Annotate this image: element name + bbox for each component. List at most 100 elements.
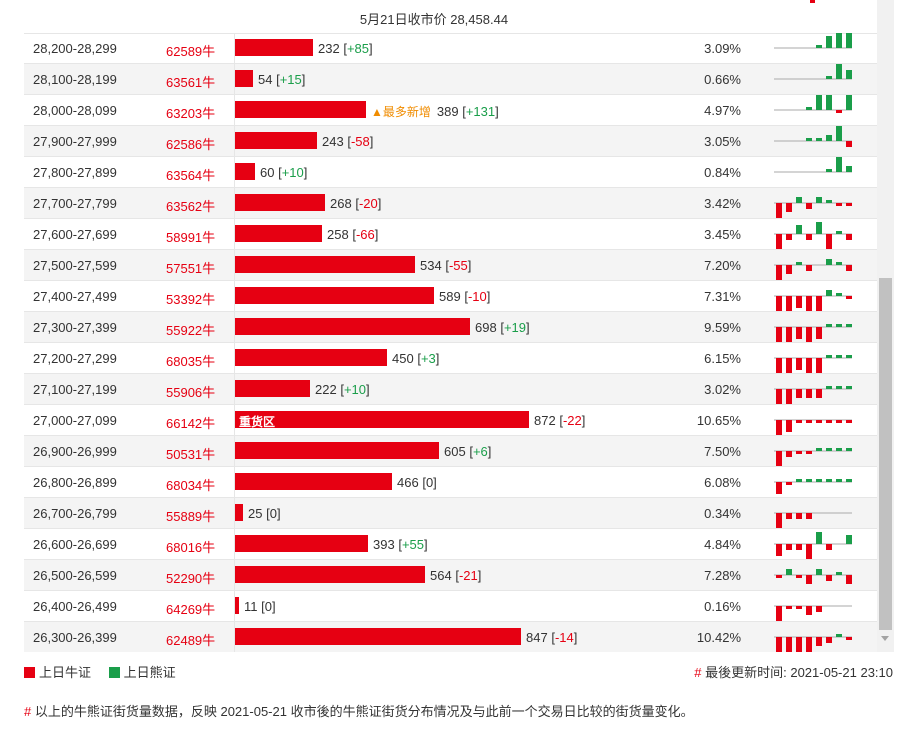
cbbc-count-link[interactable]: 57551牛 <box>166 261 216 276</box>
sparkline-bar <box>796 296 802 308</box>
daily-change: +3 <box>420 351 436 366</box>
cbbc-count-link[interactable]: 62589牛 <box>166 44 216 59</box>
sparkline-bar <box>836 293 842 296</box>
sparkline-bar <box>776 296 782 311</box>
sparkline-bar <box>806 420 812 423</box>
outstanding-value: 54 [+15] <box>258 72 306 87</box>
cbbc-count-link[interactable]: 55906牛 <box>166 385 216 400</box>
cbbc-count-link[interactable]: 53392牛 <box>166 292 216 307</box>
percentage: 3.42% <box>704 196 741 211</box>
table-row: 27,100-27,199 55906牛 222 [+10] 3.02% <box>24 374 877 405</box>
price-range: 26,900-26,999 <box>33 444 117 459</box>
price-range: 26,700-26,799 <box>33 506 117 521</box>
table-row: 26,400-26,499 64269牛 11 [0] 0.16% <box>24 591 877 622</box>
table-row: 26,500-26,599 52290牛 564 [-21] 7.28% <box>24 560 877 591</box>
price-range: 27,900-27,999 <box>33 134 117 149</box>
cbbc-count-link[interactable]: 64269牛 <box>166 602 216 617</box>
sparkline-bar <box>826 169 832 172</box>
cbbc-count-link[interactable]: 55889牛 <box>166 509 216 524</box>
daily-change: +10 <box>343 382 366 397</box>
outstanding-number: 25 <box>248 506 263 521</box>
cbbc-count-link[interactable]: 58991牛 <box>166 230 216 245</box>
bar-axis-line <box>234 498 235 529</box>
sparkline-bar <box>846 265 852 271</box>
percentage: 10.65% <box>696 413 741 428</box>
trend-sparkline <box>774 157 852 173</box>
cbbc-count-link[interactable]: 63564牛 <box>166 168 216 183</box>
bar-axis-line <box>234 405 235 436</box>
bar-axis-line <box>234 95 235 126</box>
sparkline-bar <box>836 572 842 575</box>
sparkline-bar <box>776 606 782 621</box>
daily-change: -14 <box>554 630 574 645</box>
sparkline-bar <box>846 203 852 206</box>
percentage: 4.97% <box>704 103 741 118</box>
sparkline-bar <box>786 637 792 652</box>
outstanding-value: 698 [+19] <box>475 320 530 335</box>
outstanding-bar <box>235 101 366 118</box>
outstanding-number: 605 <box>444 444 466 459</box>
scrollbar[interactable] <box>877 0 894 652</box>
cbbc-count-link[interactable]: 62489牛 <box>166 633 216 648</box>
sparkline-bar <box>846 355 852 358</box>
outstanding-number: 393 <box>373 537 395 552</box>
outstanding-bar <box>235 535 368 552</box>
percentage: 9.59% <box>704 320 741 335</box>
percentage: 0.16% <box>704 599 741 614</box>
cbbc-count-link[interactable]: 68034牛 <box>166 478 216 493</box>
price-range: 26,300-26,399 <box>33 630 117 645</box>
daily-change: +6 <box>472 444 488 459</box>
sparkline-bar <box>836 157 842 172</box>
sparkline-bar <box>826 355 832 358</box>
sparkline-bar <box>826 259 832 265</box>
cbbc-count-link[interactable]: 66142牛 <box>166 416 216 431</box>
cbbc-count-link[interactable]: 63561牛 <box>166 75 216 90</box>
sparkline-bar <box>806 203 812 209</box>
sparkline-bar <box>816 569 822 575</box>
most-new-tag: ▲最多新增 <box>371 105 431 119</box>
outstanding-number: 698 <box>475 320 497 335</box>
percentage: 3.45% <box>704 227 741 242</box>
sparkline-bar <box>776 327 782 342</box>
table-row: 28,100-28,199 63561牛 54 [+15] 0.66% <box>24 64 877 95</box>
outstanding-value: 589 [-10] <box>439 289 491 304</box>
cbbc-count-link[interactable]: 68016牛 <box>166 540 216 555</box>
daily-change: -21 <box>458 568 478 583</box>
sparkline-bar <box>806 637 812 652</box>
sparkline-bar <box>826 290 832 296</box>
cbbc-count-link[interactable]: 52290牛 <box>166 571 216 586</box>
outstanding-value: 605 [+6] <box>444 444 492 459</box>
outstanding-bar <box>235 70 253 87</box>
cbbc-count-link[interactable]: 63203牛 <box>166 106 216 121</box>
sparkline-bar <box>816 389 822 398</box>
outstanding-number: 466 <box>397 475 419 490</box>
daily-change: +10 <box>281 165 304 180</box>
scroll-down-arrow-icon[interactable] <box>881 636 889 641</box>
sparkline-bar <box>826 637 832 643</box>
cbbc-count-link[interactable]: 68035牛 <box>166 354 216 369</box>
sparkline-bar <box>836 126 842 141</box>
table-row: 27,500-27,599 57551牛 534 [-55] 7.20% <box>24 250 877 281</box>
outstanding-number: 243 <box>322 134 344 149</box>
sparkline-bar <box>776 451 782 466</box>
price-range: 27,500-27,599 <box>33 258 117 273</box>
outstanding-number: 268 <box>330 196 352 211</box>
trend-sparkline <box>774 355 852 373</box>
cbbc-count-link[interactable]: 63562牛 <box>166 199 216 214</box>
trend-sparkline <box>774 259 852 280</box>
scrollbar-thumb[interactable] <box>879 278 892 630</box>
bar-axis-line <box>234 33 235 64</box>
outstanding-value: 11 [0] <box>244 599 276 614</box>
cbbc-count-link[interactable]: 62586牛 <box>166 137 216 152</box>
sparkline-bar <box>836 110 842 113</box>
sparkline-bar <box>846 448 852 451</box>
outstanding-number: 232 <box>318 41 340 56</box>
sparkline-bar <box>776 637 782 652</box>
percentage: 6.15% <box>704 351 741 366</box>
outstanding-value: 450 [+3] <box>392 351 440 366</box>
cbbc-count-link[interactable]: 55922牛 <box>166 323 216 338</box>
cbbc-count-link[interactable]: 50531牛 <box>166 447 216 462</box>
sparkline-bar <box>806 138 812 141</box>
bar-axis-line <box>234 560 235 591</box>
outstanding-bar <box>235 380 310 397</box>
